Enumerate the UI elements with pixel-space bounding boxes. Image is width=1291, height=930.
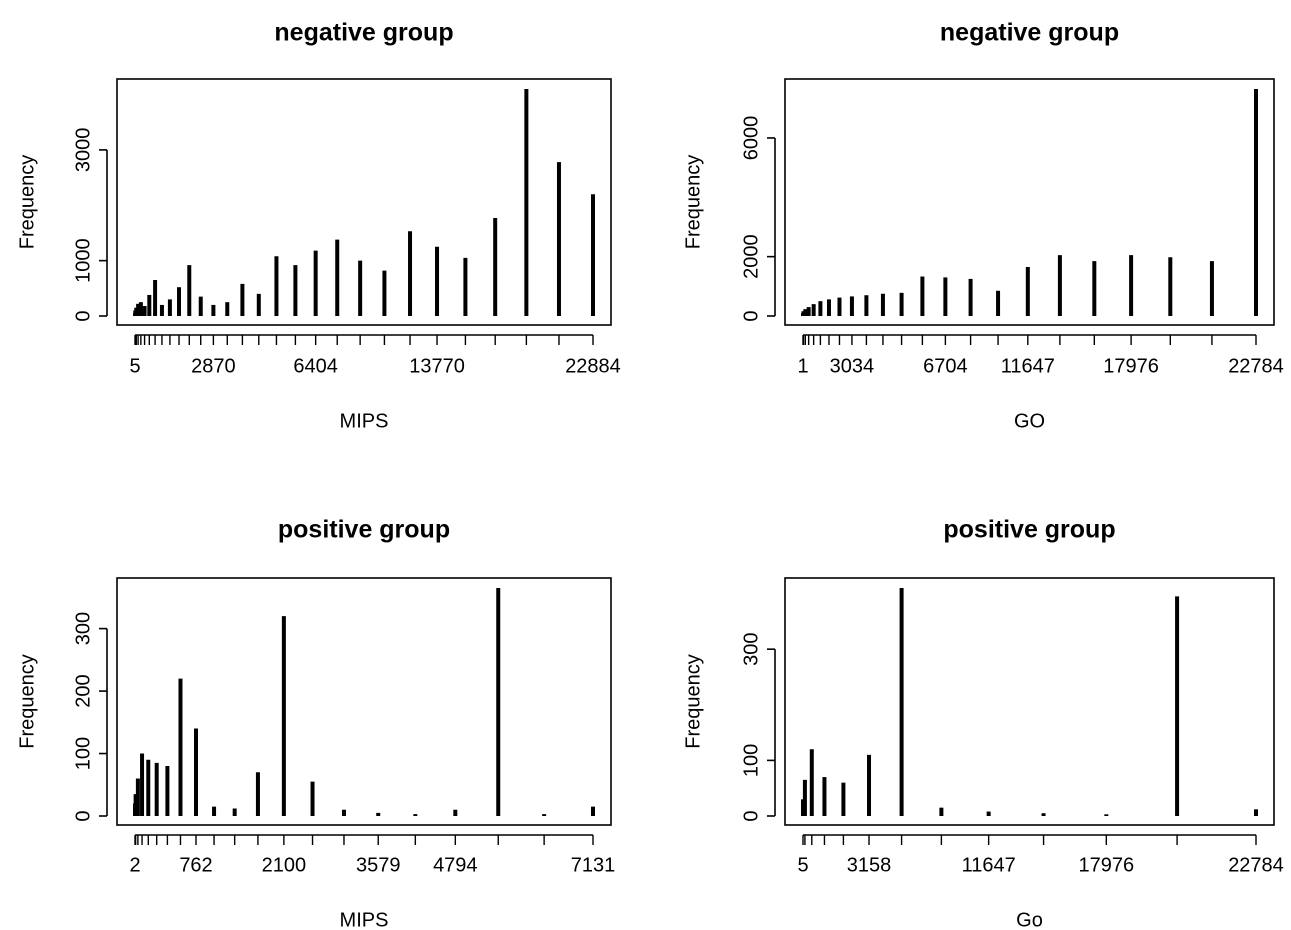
chart-title: positive group <box>278 516 450 544</box>
y-tick-label: 1000 <box>72 238 94 283</box>
x-axis-label: MIPS <box>340 410 389 432</box>
x-tick-label: 22784 <box>1228 854 1284 876</box>
x-tick-label: 3158 <box>847 854 892 876</box>
chart-title: negative group <box>274 19 453 47</box>
x-tick-label: 3579 <box>356 854 401 876</box>
chart-panel-1: negative group MIPS Frequency 0 1000 3000 5 287… <box>16 19 621 433</box>
y-tick-label: 300 <box>72 612 94 645</box>
x-tick-label: 22784 <box>1228 355 1284 377</box>
x-tick-label: 6704 <box>923 355 968 377</box>
x-axis-label: Go <box>1016 909 1043 930</box>
x-tick-label: 11647 <box>962 854 1016 876</box>
y-tick-label: 0 <box>72 810 94 821</box>
chart-title: negative group <box>940 19 1119 47</box>
y-tick-label: 100 <box>740 744 762 777</box>
chart-panel-2: negative group GO Frequency 0 2000 6000 1 3034 6… <box>682 19 1284 433</box>
y-tick-label: 0 <box>740 310 762 321</box>
y-axis-label: Frequency <box>682 155 704 250</box>
y-axis-label: Frequency <box>682 654 704 749</box>
y-tick-label: 0 <box>740 810 762 821</box>
y-tick-label: 3000 <box>72 128 94 173</box>
y-tick-label: 0 <box>72 310 94 321</box>
x-tick-label: 7131 <box>571 854 616 876</box>
x-axis-label: GO <box>1014 410 1045 432</box>
x-tick-label: 17976 <box>1079 854 1135 876</box>
x-tick-label: 762 <box>179 854 212 876</box>
plot-frame <box>784 78 1275 326</box>
x-tick-label: 6404 <box>293 355 338 377</box>
x-tick-label: 2870 <box>191 355 236 377</box>
y-axis-label: Frequency <box>16 155 38 250</box>
x-tick-label: 17976 <box>1103 355 1159 377</box>
x-tick-label: 5 <box>797 854 808 876</box>
y-tick-label: 6000 <box>740 116 762 161</box>
x-tick-label: 13770 <box>409 355 465 377</box>
y-tick-label: 2000 <box>740 234 762 279</box>
y-tick-label: 100 <box>72 737 94 770</box>
plot-frame <box>784 577 1275 826</box>
x-tick-label: 2100 <box>262 854 307 876</box>
x-tick-label: 1 <box>797 355 808 377</box>
y-tick-label: 300 <box>740 632 762 665</box>
x-tick-label: 2 <box>129 854 140 876</box>
chart-panel-3: positive group MIPS Frequency 0 100 200 300 2 76… <box>16 516 615 930</box>
y-axis-label: Frequency <box>16 654 38 749</box>
x-tick-label: 5 <box>129 355 140 377</box>
chart-panel-4: positive group Go Frequency 0 100 300 5 3158 116… <box>682 516 1284 930</box>
x-tick-label: 22884 <box>565 355 621 377</box>
plot-frame <box>116 577 612 826</box>
y-tick-label: 200 <box>72 674 94 707</box>
x-tick-label: 11647 <box>1001 355 1055 377</box>
plot-frame <box>116 78 612 326</box>
chart-title: positive group <box>943 516 1115 544</box>
x-tick-label: 3034 <box>830 355 875 377</box>
x-tick-label: 4794 <box>433 854 478 876</box>
x-axis-label: MIPS <box>340 909 389 930</box>
